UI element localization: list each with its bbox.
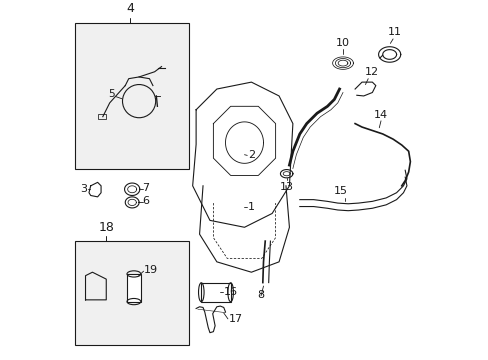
Text: 14: 14: [373, 111, 387, 120]
Text: 15: 15: [334, 186, 347, 196]
Text: 3: 3: [80, 184, 87, 194]
Bar: [98, 114, 106, 119]
Text: 10: 10: [335, 37, 349, 48]
Text: 13: 13: [279, 183, 293, 192]
Text: 17: 17: [228, 314, 243, 324]
Bar: [75, 23, 189, 168]
Text: 1: 1: [247, 202, 254, 212]
Text: 11: 11: [387, 27, 401, 37]
Text: 4: 4: [126, 2, 134, 15]
Bar: [127, 274, 141, 302]
Text: 7: 7: [142, 183, 149, 193]
Text: 18: 18: [98, 221, 114, 234]
Text: 6: 6: [142, 196, 149, 206]
Text: 19: 19: [144, 265, 158, 275]
Text: 2: 2: [247, 150, 255, 161]
Text: 12: 12: [365, 67, 379, 77]
Bar: [75, 241, 189, 345]
Text: 16: 16: [224, 287, 237, 297]
Text: 5: 5: [108, 89, 115, 99]
Text: 8: 8: [257, 290, 264, 300]
Bar: [201, 283, 230, 302]
